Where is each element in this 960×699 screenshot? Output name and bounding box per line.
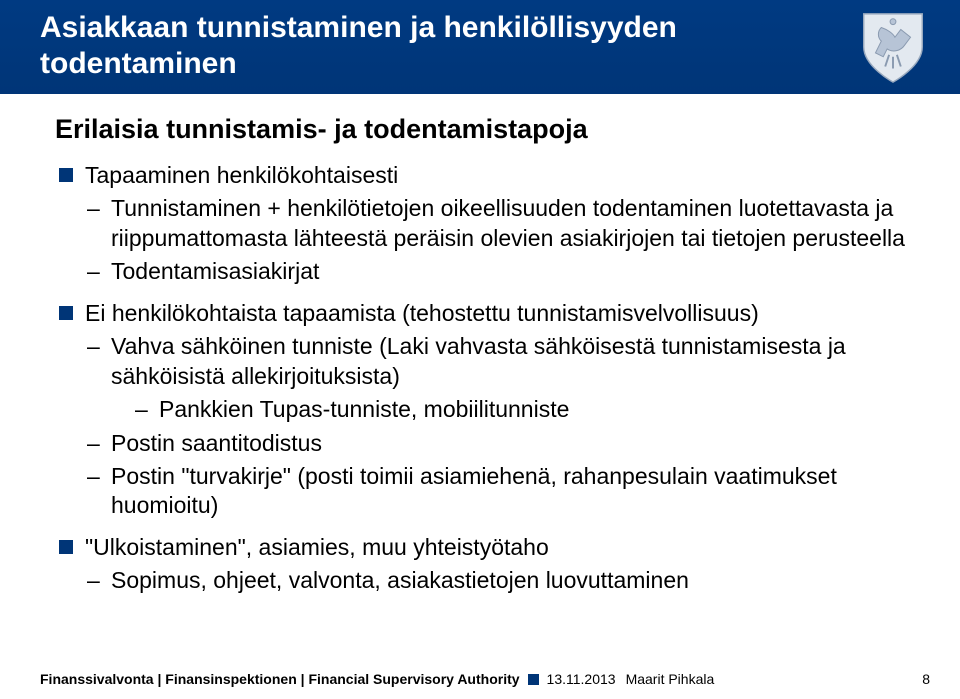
bullet-item: Tapaaminen henkilökohtaisesti Tunnistami… [55,161,905,287]
subsub-item: Pankkien Tupas-tunniste, mobiilitunniste [133,395,905,424]
bullet-item: "Ulkoistaminen", asiamies, muu yhteistyö… [55,533,905,596]
bullet-list: Tapaaminen henkilökohtaisesti Tunnistami… [55,161,905,596]
bullet-item: Ei henkilökohtaista tapaamista (tehostet… [55,299,905,521]
bullet-text: Tapaaminen henkilökohtaisesti [85,162,398,188]
footer: Finanssivalvonta | Finansinspektionen | … [40,671,930,687]
sub-item: Postin "turvakirje" (posti toimii asiami… [85,462,905,521]
sub-text: Vahva sähköinen tunniste (Laki vahvasta … [111,333,846,388]
coat-of-arms-logo [854,8,932,86]
footer-square-icon [528,674,539,685]
slide: Asiakkaan tunnistaminen ja henkilöllisyy… [0,0,960,699]
page-title: Asiakkaan tunnistaminen ja henkilöllisyy… [40,10,820,82]
sub-text: Tunnistaminen + henkilötietojen oikeelli… [111,195,905,250]
content-area: Erilaisia tunnistamis- ja todentamistapo… [0,94,960,596]
sub-item: Sopimus, ohjeet, valvonta, asiakastietoj… [85,566,905,595]
footer-org: Finanssivalvonta | Finansinspektionen | … [40,671,520,687]
sub-text: Postin saantitodistus [111,430,322,456]
footer-date: 13.11.2013 [547,671,616,687]
bullet-text: Ei henkilökohtaista tapaamista (tehostet… [85,300,759,326]
sub-item: Tunnistaminen + henkilötietojen oikeelli… [85,194,905,253]
footer-page-number: 8 [922,671,930,687]
sub-item: Vahva sähköinen tunniste (Laki vahvasta … [85,332,905,424]
sub-item: Todentamisasiakirjat [85,257,905,286]
sub-text: Sopimus, ohjeet, valvonta, asiakastietoj… [111,567,689,593]
bullet-text: "Ulkoistaminen", asiamies, muu yhteistyö… [85,534,549,560]
sub-item: Postin saantitodistus [85,429,905,458]
header-band: Asiakkaan tunnistaminen ja henkilöllisyy… [0,0,960,94]
subheading: Erilaisia tunnistamis- ja todentamistapo… [55,114,905,145]
subsub-text: Pankkien Tupas-tunniste, mobiilitunniste [159,396,569,422]
sub-text: Todentamisasiakirjat [111,258,319,284]
sub-text: Postin "turvakirje" (posti toimii asiami… [111,463,837,518]
footer-author: Maarit Pihkala [626,671,715,687]
